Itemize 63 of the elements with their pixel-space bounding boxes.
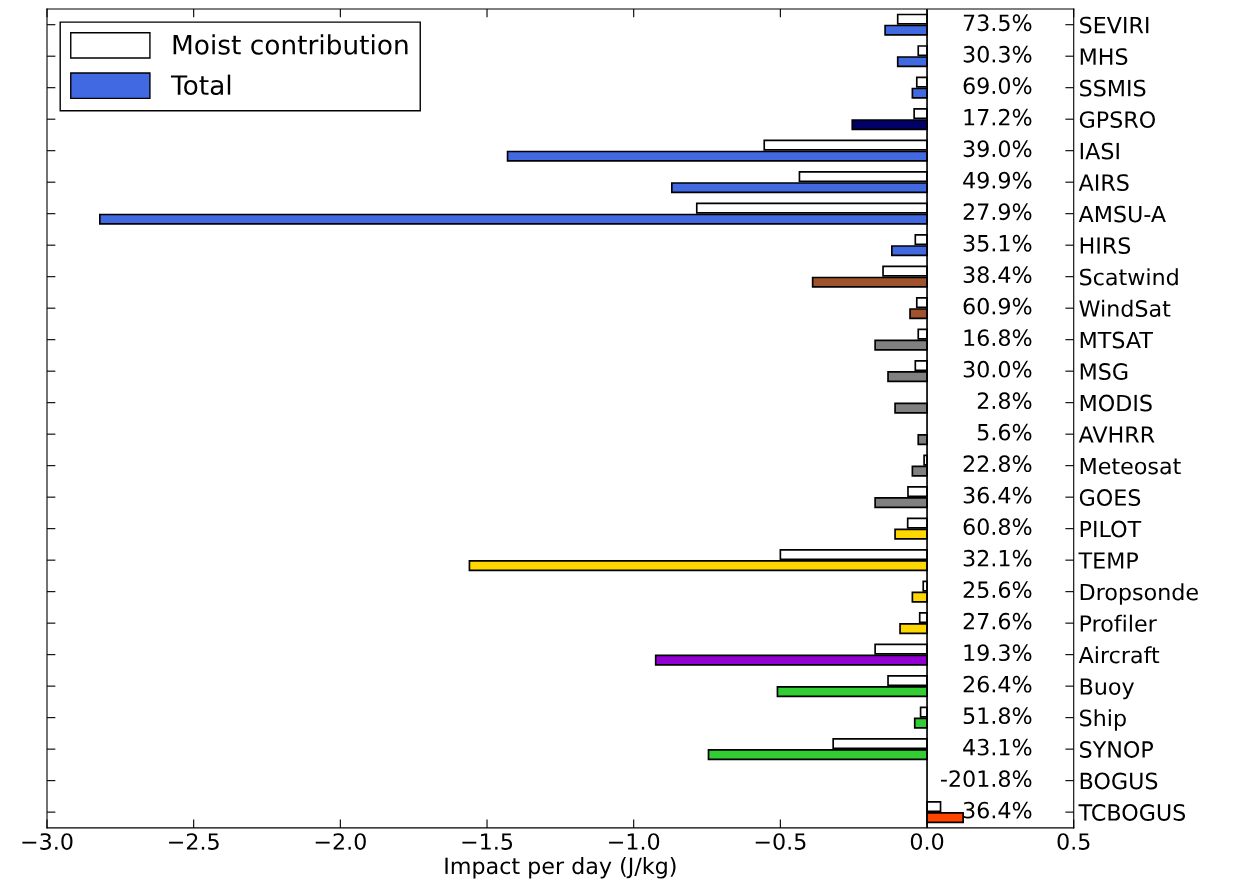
y-tick-label: SYNOP bbox=[1080, 741, 1154, 758]
annotation: 39.0% bbox=[963, 140, 1032, 158]
x-tick-label: −2.5 bbox=[169, 833, 219, 850]
annotation: 27.6% bbox=[963, 612, 1032, 630]
x-tick-label: 0.5 bbox=[1057, 833, 1090, 850]
annotation: 16.8% bbox=[964, 329, 1032, 347]
annotation: 22.8% bbox=[963, 455, 1032, 473]
annotation: 38.4% bbox=[963, 266, 1032, 284]
annotation: 30.3% bbox=[963, 45, 1032, 63]
y-tick-label: Aircraft bbox=[1078, 646, 1160, 664]
y-tick-label: AIRS bbox=[1078, 174, 1129, 191]
annotation: 27.9% bbox=[963, 203, 1032, 221]
y-tick-label: SEVIRI bbox=[1080, 16, 1149, 34]
y-tick-label: MTSAT bbox=[1080, 331, 1153, 349]
y-tick-label: IASI bbox=[1080, 142, 1119, 160]
annotation: 49.9% bbox=[963, 171, 1032, 189]
x-tick-label: −1.5 bbox=[462, 833, 513, 850]
annotation: 60.9% bbox=[963, 297, 1032, 315]
y-tick-label: Meteosat bbox=[1080, 457, 1181, 475]
y-tick-label: TEMP bbox=[1078, 552, 1139, 569]
annotation: 36.4% bbox=[963, 801, 1032, 819]
y-tick-label: MHS bbox=[1080, 48, 1128, 65]
x-tick-label: −1.0 bbox=[609, 833, 660, 850]
annotation: 30.0% bbox=[963, 360, 1032, 378]
x-tick-label: −2.0 bbox=[315, 833, 366, 850]
annotation: 5.6% bbox=[977, 423, 1032, 441]
x-axis-title: Impact per day (J/kg) bbox=[445, 857, 676, 879]
y-tick-label: WindSat bbox=[1079, 299, 1171, 317]
y-tick-label: GPSRO bbox=[1079, 111, 1155, 128]
annotation: 26.4% bbox=[963, 675, 1032, 693]
y-tick-label: Scatwind bbox=[1080, 268, 1178, 286]
annotation: -201.8% bbox=[940, 770, 1032, 788]
annotation: 19.3% bbox=[964, 644, 1032, 662]
annotation: 17.2% bbox=[964, 108, 1032, 126]
y-tick-label: Buoy bbox=[1080, 678, 1134, 700]
annotation: 25.6% bbox=[963, 581, 1032, 599]
y-tick-label: SSMIS bbox=[1080, 79, 1146, 97]
y-tick-label: GOES bbox=[1079, 489, 1141, 506]
annotation: 43.1% bbox=[963, 738, 1032, 756]
x-tick-label: −3.0 bbox=[22, 833, 73, 850]
y-tick-label: MODIS bbox=[1080, 394, 1152, 412]
y-tick-label: Profiler bbox=[1080, 614, 1157, 632]
y-tick-label: AMSU-A bbox=[1078, 205, 1166, 223]
y-tick-label: Dropsonde bbox=[1080, 583, 1198, 605]
annotation: 35.1% bbox=[963, 234, 1032, 252]
x-tick-label: −0.5 bbox=[755, 833, 806, 850]
annotation: 73.5% bbox=[963, 14, 1032, 32]
x-tick-label: 0.0 bbox=[910, 833, 944, 850]
legend-label: Total bbox=[170, 74, 231, 96]
y-tick-label: TCBOGUS bbox=[1078, 804, 1186, 821]
y-tick-label: BOGUS bbox=[1080, 772, 1158, 790]
y-tick-label: PILOT bbox=[1080, 520, 1142, 538]
y-tick-label: MSG bbox=[1080, 363, 1128, 380]
annotation: 60.8% bbox=[963, 518, 1032, 536]
annotation: 36.4% bbox=[963, 486, 1032, 504]
annotation: 51.8% bbox=[963, 707, 1032, 725]
legend-label: Moist contribution bbox=[173, 34, 408, 55]
annotation: 2.8% bbox=[977, 392, 1032, 410]
y-tick-label: Ship bbox=[1080, 709, 1126, 731]
y-tick-label: AVHRR bbox=[1078, 426, 1155, 443]
annotation: 69.0% bbox=[963, 77, 1032, 95]
y-tick-label: HIRS bbox=[1080, 237, 1131, 254]
annotation: 32.1% bbox=[963, 549, 1032, 567]
